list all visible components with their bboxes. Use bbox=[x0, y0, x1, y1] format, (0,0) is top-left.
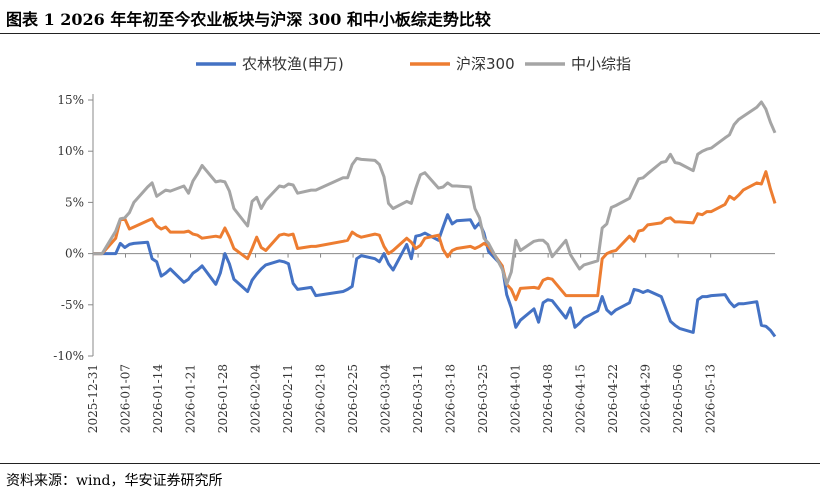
series-line-3 bbox=[93, 100, 777, 286]
y-tick-label: 15% bbox=[57, 93, 84, 107]
chart-legend: 农林牧渔(申万) 沪深300 中小综指 bbox=[196, 55, 631, 73]
y-tick-label: 10% bbox=[57, 144, 84, 158]
legend-label-3: 中小综指 bbox=[571, 55, 631, 73]
x-tick-label: 2026-04-08 bbox=[541, 364, 555, 433]
x-tick-label: 2026-01-07 bbox=[119, 364, 133, 433]
y-tick-label: -10% bbox=[53, 349, 84, 363]
source-note: 资料来源：wind，华安证券研究所 bbox=[6, 473, 223, 489]
series-line-2 bbox=[93, 170, 777, 302]
x-tick-label: 2026-04-01 bbox=[509, 364, 523, 433]
line-chart: 农林牧渔(申万) 沪深300 中小综指 15% 10% 5% 0% -5% -10% 2025… bbox=[53, 55, 777, 434]
x-tick-label: 2026-02-25 bbox=[346, 364, 360, 433]
title-divider bbox=[0, 33, 820, 34]
x-tick-label: 2026-05-06 bbox=[671, 364, 685, 433]
y-axis: 15% 10% 5% 0% -5% -10% bbox=[53, 93, 94, 363]
y-tick-label: 5% bbox=[65, 195, 84, 209]
x-tick-label: 2026-02-04 bbox=[249, 364, 263, 434]
y-tick-label: -5% bbox=[61, 298, 84, 312]
y-tick-label: 0% bbox=[65, 247, 84, 261]
x-tick-label: 2026-03-04 bbox=[379, 364, 393, 434]
x-tick-label: 2026-01-21 bbox=[184, 364, 198, 433]
x-tick-label: 2025-12-31 bbox=[86, 364, 100, 433]
x-tick-label: 2026-03-18 bbox=[444, 364, 458, 433]
title-bar: 图表 1 2026 年年初至今农业板块与沪深 300 和中小板综走势比较 bbox=[0, 0, 820, 34]
plot-area bbox=[93, 100, 777, 338]
x-tick-label: 2026-01-14 bbox=[151, 364, 165, 434]
x-tick-label: 2026-01-28 bbox=[216, 364, 230, 433]
x-tick-label: 2026-03-11 bbox=[411, 364, 425, 433]
x-tick-label: 2026-02-18 bbox=[314, 364, 328, 433]
legend-label-2: 沪深300 bbox=[456, 55, 515, 73]
legend-label-1: 农林牧渔(申万) bbox=[242, 55, 344, 73]
figure-title: 图表 1 2026 年年初至今农业板块与沪深 300 和中小板综走势比较 bbox=[6, 10, 491, 29]
x-tick-label: 2026-02-11 bbox=[281, 364, 295, 433]
x-tick-label: 2026-04-29 bbox=[639, 364, 653, 433]
footer-divider bbox=[0, 463, 820, 464]
x-tick-label: 2026-04-22 bbox=[606, 364, 620, 433]
x-tick-label: 2026-03-25 bbox=[476, 364, 490, 433]
x-tick-label: 2026-05-13 bbox=[704, 364, 718, 433]
x-axis: 2025-12-31 2026-01-07 2026-01-14 2026-01-21… bbox=[86, 253, 775, 434]
x-tick-label: 2026-04-15 bbox=[574, 364, 588, 433]
series-line-1 bbox=[93, 213, 777, 338]
